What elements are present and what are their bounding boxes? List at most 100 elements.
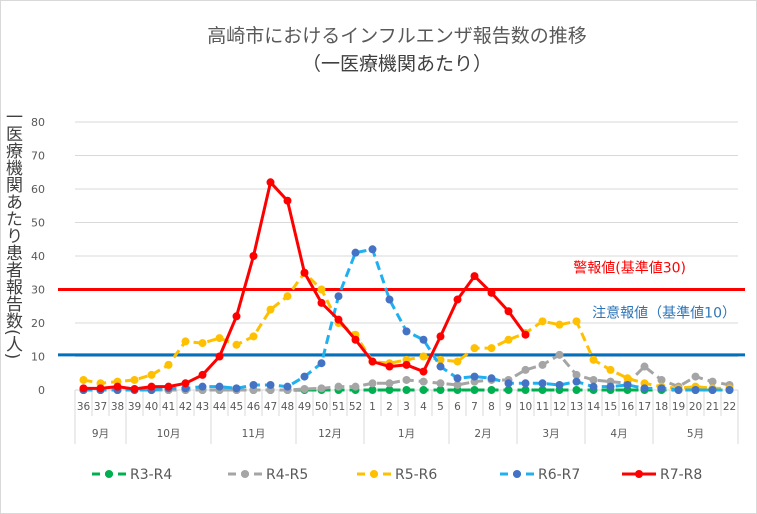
data-point [555, 350, 564, 359]
data-point [164, 382, 173, 391]
x-tick-label: 10 [519, 401, 532, 413]
data-point [623, 380, 632, 389]
x-tick-label: 48 [281, 401, 294, 413]
x-tick-label: 44 [213, 401, 227, 413]
data-point [232, 340, 241, 349]
chart-subtitle: （一医療機関あたり） [302, 53, 492, 75]
x-tick-label: 12 [553, 401, 566, 413]
data-point [334, 292, 343, 301]
data-point [402, 327, 411, 336]
data-point [538, 386, 547, 394]
data-point [317, 359, 326, 368]
data-point [113, 382, 122, 391]
data-point [691, 386, 700, 394]
data-point [300, 372, 309, 381]
x-tick-label: 1 [369, 401, 376, 413]
data-point [453, 380, 462, 389]
data-point [606, 365, 615, 374]
data-point [181, 337, 190, 346]
alarm-level-label: 警報値(基準値30) [573, 260, 686, 277]
data-point [657, 375, 666, 384]
data-point [249, 332, 258, 341]
x-tick-label: 9 [505, 401, 512, 413]
data-point [453, 295, 462, 304]
x-tick-label: 22 [723, 401, 736, 413]
month-label: 2月 [474, 428, 491, 440]
data-point [334, 315, 343, 324]
data-point [470, 386, 479, 394]
month-label: 9月 [92, 428, 109, 440]
x-tick-label: 13 [570, 401, 583, 413]
data-point [521, 386, 530, 394]
data-point [589, 375, 598, 384]
data-point [640, 384, 649, 393]
data-point [572, 317, 581, 326]
x-tick-label: 20 [689, 401, 702, 413]
data-point [147, 370, 156, 379]
x-tick-label: 14 [587, 401, 601, 413]
data-point [589, 382, 598, 391]
data-point [470, 372, 479, 381]
y-tick-label: 30 [31, 284, 45, 297]
data-point [657, 384, 666, 393]
data-point [419, 386, 428, 394]
data-point [504, 379, 513, 388]
data-point [198, 370, 207, 379]
data-point [691, 372, 700, 381]
chart-title: 高崎市におけるインフルエンザ報告数の推移 [207, 25, 586, 47]
data-point [487, 374, 496, 383]
data-point [572, 386, 581, 394]
x-tick-label: 42 [179, 401, 192, 413]
month-label: 3月 [542, 428, 559, 440]
data-point [181, 379, 190, 388]
data-point [368, 245, 377, 254]
data-point [402, 360, 411, 369]
y-tick-label: 50 [31, 217, 45, 230]
x-tick-label: 17 [638, 401, 651, 413]
data-point [436, 386, 445, 394]
x-tick-label: 40 [145, 401, 158, 413]
data-point [436, 379, 445, 388]
x-tick-label: 47 [264, 401, 277, 413]
x-tick-label: 46 [247, 401, 261, 413]
data-point [470, 272, 479, 281]
data-point [470, 344, 479, 353]
data-point [215, 352, 224, 361]
legend-item: R5-R6 [357, 467, 437, 483]
data-point [589, 355, 598, 364]
data-point [453, 374, 462, 383]
data-point [215, 334, 224, 343]
data-point [334, 382, 343, 391]
data-point [504, 386, 513, 394]
data-point [368, 386, 377, 394]
x-tick-label: 37 [94, 401, 107, 413]
x-tick-label: 39 [128, 401, 141, 413]
month-label: 5月 [687, 428, 704, 440]
data-point [521, 365, 530, 374]
x-tick-label: 3 [403, 401, 410, 413]
data-point [385, 379, 394, 388]
x-tick-label: 11 [536, 401, 549, 413]
x-tick-label: 41 [162, 401, 175, 413]
legend-marker [105, 470, 113, 478]
legend-item: R7-R8 [622, 467, 702, 483]
data-point [504, 307, 513, 316]
x-tick-label: 8 [488, 401, 495, 413]
x-tick-label: 4 [420, 401, 427, 413]
legend-marker [635, 470, 643, 478]
caution-level-label: 注意報値（基準値10） [592, 305, 736, 322]
data-point [283, 292, 292, 301]
x-tick-label: 2 [386, 401, 393, 413]
data-point [521, 330, 530, 339]
y-tick-label: 20 [31, 317, 45, 330]
legend-label: R6-R7 [538, 467, 580, 483]
data-point [147, 382, 156, 391]
data-point [368, 357, 377, 366]
month-label: 12月 [318, 428, 342, 440]
y-tick-label: 0 [38, 384, 45, 397]
data-point [453, 357, 462, 366]
y-tick-label: 80 [31, 116, 45, 129]
x-tick-label: 52 [349, 401, 362, 413]
data-point [266, 380, 275, 389]
